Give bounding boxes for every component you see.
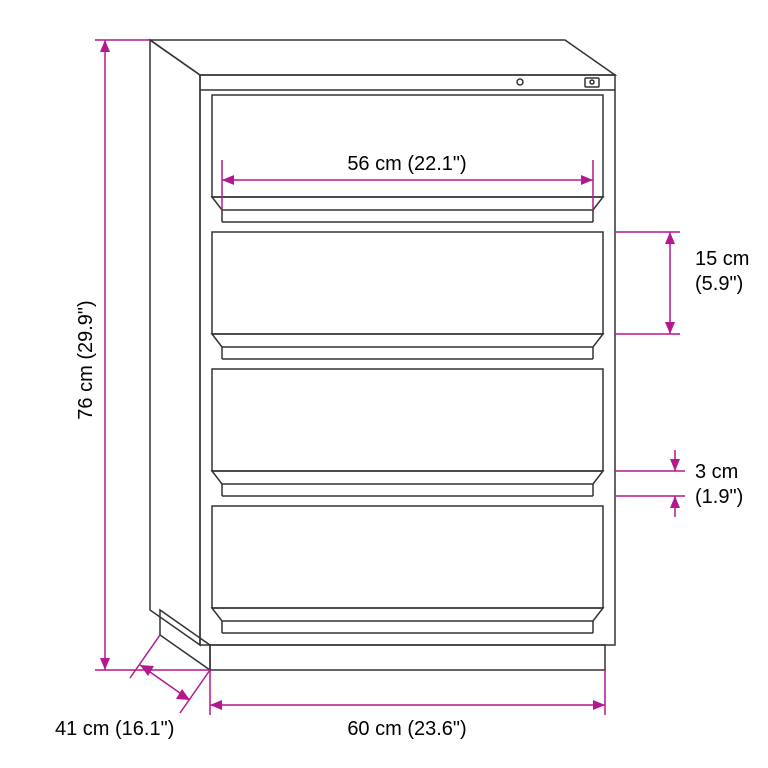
lock-icon [517,79,523,85]
dimension-diagram: 76 cm (29.9") 56 cm (22.1") 15 cm (5.9")… [0,0,768,768]
dim-drawer-width-label: 56 cm (22.1") [347,153,466,175]
dim-height-label: 76 cm (29.9") [75,300,97,419]
dim-depth-label: 41 cm (16.1") [55,718,174,740]
dim-drawer-height-label-2: (5.9") [695,273,743,295]
dim-gap-label-1: 3 cm [695,461,738,483]
dim-depth: 41 cm (16.1") [55,635,210,740]
drawer-3 [212,369,603,496]
drawer-2 [212,232,603,359]
dim-drawer-width: 56 cm (22.1") [222,153,593,210]
dim-drawer-height: 15 cm (5.9") [615,232,749,334]
dim-gap-label-2: (1.9") [695,486,743,508]
dim-gap: 3 cm (1.9") [615,450,743,517]
dim-width: 60 cm (23.6") [210,670,605,740]
dim-width-label: 60 cm (23.6") [347,718,466,740]
drawer-4 [212,506,603,633]
dim-height: 76 cm (29.9") [75,40,210,670]
cabinet [150,40,615,670]
dim-drawer-height-label-1: 15 cm [695,248,749,270]
